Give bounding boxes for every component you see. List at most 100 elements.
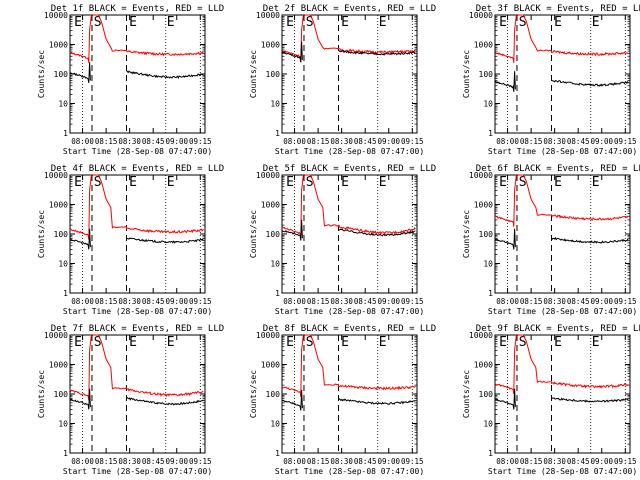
x-axis-label: Start Time (28-Sep-08 07:47:00) xyxy=(63,147,212,156)
x-tick-label: 09:15 xyxy=(401,457,424,466)
x-axis-label: Start Time (28-Sep-08 07:47:00) xyxy=(275,467,424,476)
y-tick-label: 10000 xyxy=(469,171,493,180)
y-tick-label: 1 xyxy=(275,289,280,298)
x-tick-label: 08:45 xyxy=(567,297,590,306)
panel-det-1: Det 1f BLACK = Events, RED = LLD 1 10 100 10… xyxy=(37,4,224,156)
y-axis-label: Counts/sec xyxy=(462,210,471,258)
y-tick-label: 100 xyxy=(54,390,69,399)
panel-det-8: Det 8f BLACK = Events, RED = LLD 1 10 100 10… xyxy=(249,324,436,476)
marker-label: E xyxy=(74,15,82,30)
y-axis-label: Counts/sec xyxy=(37,50,46,98)
x-tick-label: 09:15 xyxy=(614,297,637,306)
series-lld xyxy=(494,334,629,395)
panel-det-3: Det 3f BLACK = Events, RED = LLD 1 10 100 10… xyxy=(462,4,640,156)
marker-label: S xyxy=(94,15,102,30)
x-tick-label: 09:00 xyxy=(377,297,400,306)
panel-det-6: Det 6f BLACK = Events, RED = LLD 1 10 100 10… xyxy=(462,164,640,316)
panel-title: Det 3f BLACK = Events, RED = LLD xyxy=(476,4,640,14)
y-tick-label: 10000 xyxy=(469,11,493,20)
x-tick-label: 08:30 xyxy=(118,457,141,466)
marker-label: E xyxy=(341,335,349,350)
plot-frame xyxy=(281,14,418,134)
x-tick-label: 09:15 xyxy=(189,297,212,306)
x-tick-label: 09:15 xyxy=(401,137,424,146)
panel-title: Det 6f BLACK = Events, RED = LLD xyxy=(476,164,640,174)
y-tick-label: 1 xyxy=(488,129,493,138)
marker-label: E xyxy=(379,175,387,190)
panel-title: Det 5f BLACK = Events, RED = LLD xyxy=(263,164,436,174)
marker-label: E xyxy=(554,335,562,350)
y-tick-label: 10000 xyxy=(256,11,280,20)
x-tick-label: 08:15 xyxy=(307,457,330,466)
y-axis-label: Counts/sec xyxy=(249,370,258,418)
y-tick-label: 10000 xyxy=(256,331,280,340)
y-tick-label: 10000 xyxy=(469,331,493,340)
y-tick-label: 10 xyxy=(58,420,68,429)
marker-label: E xyxy=(167,335,175,350)
series-events xyxy=(338,398,416,405)
x-tick-label: 08:00 xyxy=(71,457,94,466)
marker-label: E xyxy=(74,175,82,190)
series-lld xyxy=(494,14,629,63)
marker-label: E xyxy=(129,15,137,30)
plot-frame xyxy=(494,14,631,134)
x-tick-label: 08:00 xyxy=(283,297,306,306)
x-tick-label: 08:00 xyxy=(496,137,519,146)
y-tick-label: 10 xyxy=(483,100,493,109)
series-events xyxy=(69,228,91,250)
x-tick-label: 08:15 xyxy=(520,457,543,466)
panel-title: Det 2f BLACK = Events, RED = LLD xyxy=(263,4,436,14)
series-events xyxy=(126,70,204,80)
x-tick-label: 09:00 xyxy=(165,297,188,306)
y-tick-label: 1 xyxy=(63,289,68,298)
x-tick-label: 08:30 xyxy=(543,297,566,306)
y-tick-label: 10 xyxy=(483,260,493,269)
marker-label: E xyxy=(379,335,387,350)
y-tick-label: 10 xyxy=(58,260,68,269)
x-tick-label: 08:00 xyxy=(283,457,306,466)
marker-label: E xyxy=(286,15,294,30)
x-tick-label: 08:00 xyxy=(496,297,519,306)
x-axis-label: Start Time (28-Sep-08 07:47:00) xyxy=(275,307,424,316)
marker-label: E xyxy=(129,175,137,190)
x-tick-label: 08:45 xyxy=(354,297,377,306)
x-tick-label: 08:30 xyxy=(118,297,141,306)
series-lld xyxy=(69,14,204,63)
marker-label: E xyxy=(592,175,600,190)
x-axis-label: Start Time (28-Sep-08 07:47:00) xyxy=(488,147,637,156)
panel-det-2: Det 2f BLACK = Events, RED = LLD 1 10 100 10… xyxy=(249,4,436,156)
panel-title: Det 9f BLACK = Events, RED = LLD xyxy=(476,324,640,334)
y-tick-label: 10000 xyxy=(44,171,68,180)
marker-label: E xyxy=(129,335,137,350)
x-tick-label: 09:15 xyxy=(401,297,424,306)
series-events xyxy=(494,228,516,250)
x-tick-label: 08:45 xyxy=(142,297,165,306)
x-tick-label: 09:15 xyxy=(614,137,637,146)
panel-det-9: Det 9f BLACK = Events, RED = LLD 1 10 100 10… xyxy=(462,324,640,476)
marker-label: S xyxy=(519,335,527,350)
y-tick-label: 1000 xyxy=(49,41,68,50)
marker-label: S xyxy=(519,15,527,30)
y-tick-label: 10 xyxy=(270,420,280,429)
panel-det-7: Det 7f BLACK = Events, RED = LLD 1 10 100 10… xyxy=(37,324,224,476)
x-axis-label: Start Time (28-Sep-08 07:47:00) xyxy=(488,467,637,476)
panel-title: Det 8f BLACK = Events, RED = LLD xyxy=(263,324,436,334)
y-tick-label: 100 xyxy=(479,230,494,239)
x-tick-label: 08:00 xyxy=(71,137,94,146)
marker-label: E xyxy=(499,175,507,190)
x-tick-label: 09:00 xyxy=(590,297,613,306)
series-events xyxy=(494,388,516,410)
series-events xyxy=(126,396,204,406)
x-tick-label: 08:45 xyxy=(567,457,590,466)
series-events xyxy=(70,388,91,410)
marker-label: E xyxy=(286,175,294,190)
x-tick-label: 08:45 xyxy=(354,137,377,146)
x-axis-label: Start Time (28-Sep-08 07:47:00) xyxy=(275,147,424,156)
marker-label: E xyxy=(499,335,507,350)
x-tick-label: 08:15 xyxy=(307,297,330,306)
y-tick-label: 10 xyxy=(483,420,493,429)
series-events xyxy=(69,62,91,83)
marker-label: E xyxy=(341,175,349,190)
x-tick-label: 09:00 xyxy=(590,457,613,466)
